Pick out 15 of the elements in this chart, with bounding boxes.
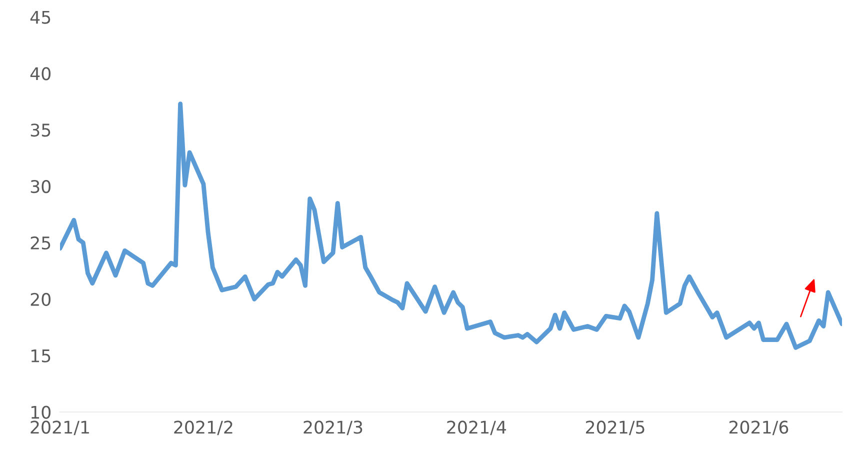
y-tick-label: 10 [31, 406, 51, 419]
x-tick-label: 2021/5 [586, 420, 644, 436]
y-tick-label: 25 [30, 236, 50, 250]
y-tick-label: 45 [30, 10, 50, 24]
x-tick-label: 2021/2 [174, 420, 232, 436]
x-tick-label: 2021/1 [30, 420, 89, 436]
y-tick-label: 30 [30, 180, 51, 194]
x-tick-label: 2021/4 [447, 420, 506, 436]
x-tick-label: 2021/3 [304, 420, 362, 436]
y-tick-label: 15 [31, 350, 50, 362]
y-tick-label: 40 [30, 67, 51, 80]
y-tick-label: 20 [30, 292, 51, 306]
x-tick-label: 2021/6 [729, 420, 788, 436]
line-series [60, 102, 842, 350]
y-tick-label: 35 [30, 124, 50, 137]
